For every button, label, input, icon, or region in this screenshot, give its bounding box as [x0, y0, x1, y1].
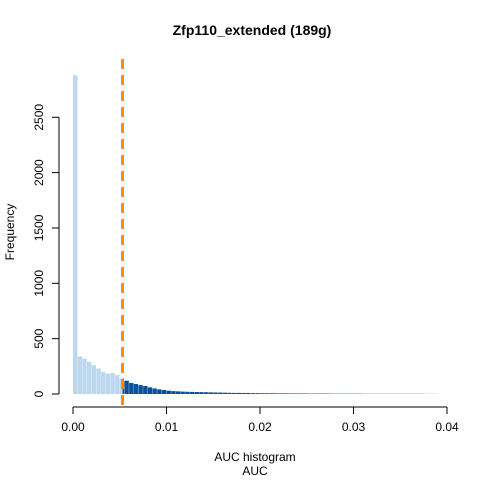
histogram-bar: [236, 392, 242, 394]
histogram-bar: [274, 393, 279, 394]
histogram-bar: [288, 393, 293, 394]
histogram-bar: [283, 393, 289, 394]
y-axis-ticks: 0 500 1000 1500 2000 2500: [32, 104, 59, 397]
histogram-bar: [96, 368, 102, 394]
x-tick-label: 0.02: [248, 420, 272, 434]
histogram-bar: [269, 393, 275, 394]
histogram-bar: [199, 392, 204, 394]
histogram-bar: [255, 393, 260, 394]
y-tick-label: 2000: [32, 159, 46, 186]
histogram-bar: [213, 392, 218, 394]
histogram-bar: [189, 391, 195, 394]
x-tick-label: 0.01: [155, 420, 179, 434]
x-axis-subtitle: AUC histogram: [214, 450, 295, 464]
x-axis: 0.00 0.01 0.02 0.03 0.04: [61, 406, 459, 434]
histogram-bar: [180, 391, 186, 394]
histogram-bar: [110, 372, 116, 394]
histogram-bar: [227, 392, 232, 394]
y-axis-label: Frequency: [3, 204, 17, 261]
y-tick-label: 0: [32, 390, 46, 397]
x-axis-ticks: 0.00 0.01 0.02 0.03 0.04: [61, 407, 459, 434]
histogram-bars: [73, 74, 438, 394]
y-tick-label: 1500: [32, 214, 46, 241]
histogram-bar: [185, 391, 190, 394]
x-axis-label: AUC: [242, 464, 268, 478]
chart-title: Zfp110_extended (189g): [173, 22, 332, 38]
histogram-bar: [77, 356, 83, 394]
histogram-bar: [175, 391, 181, 394]
histogram-bar: [138, 385, 144, 394]
histogram-bar: [194, 392, 200, 394]
y-tick-label: 1000: [32, 270, 46, 297]
histogram-bar: [124, 380, 130, 394]
histogram-bar: [302, 393, 307, 394]
histogram-bar: [147, 387, 153, 394]
histogram-bar: [73, 75, 78, 394]
histogram-bar: [241, 393, 246, 394]
x-tick-label: 0.00: [61, 420, 85, 434]
histogram-bar: [278, 393, 284, 394]
y-tick-label: 500: [32, 328, 46, 348]
histogram-bar: [297, 393, 303, 394]
histogram-bar: [82, 358, 88, 394]
x-tick-label: 0.03: [342, 420, 366, 434]
histogram-bar: [115, 375, 120, 394]
histogram-bar: [222, 392, 228, 394]
histogram-bar: [105, 373, 111, 394]
histogram-bar: [250, 393, 256, 394]
histogram-bar: [171, 391, 176, 394]
y-tick-label: 2500: [32, 104, 46, 131]
histogram-bar: [208, 392, 214, 394]
histogram-bar: [133, 384, 139, 394]
x-tick-label: 0.04: [435, 420, 459, 434]
histogram-bar: [292, 393, 298, 394]
histogram-bar: [161, 390, 167, 394]
histogram-bar: [260, 393, 265, 394]
histogram-bar: [101, 371, 106, 394]
histogram-bar: [264, 393, 270, 394]
histogram-bar: [231, 392, 237, 394]
histogram-bar: [166, 390, 172, 394]
histogram-bar: [245, 393, 251, 394]
histogram-bar: [203, 392, 209, 394]
histogram-bar: [143, 386, 148, 394]
histogram-bar: [152, 388, 158, 394]
histogram-bar: [217, 392, 223, 394]
histogram-bar: [87, 361, 92, 394]
histogram-bar: [91, 365, 97, 394]
histogram-bar: [129, 382, 134, 394]
histogram-bar: [157, 389, 162, 394]
y-axis: 0 500 1000 1500 2000 2500: [32, 104, 60, 397]
